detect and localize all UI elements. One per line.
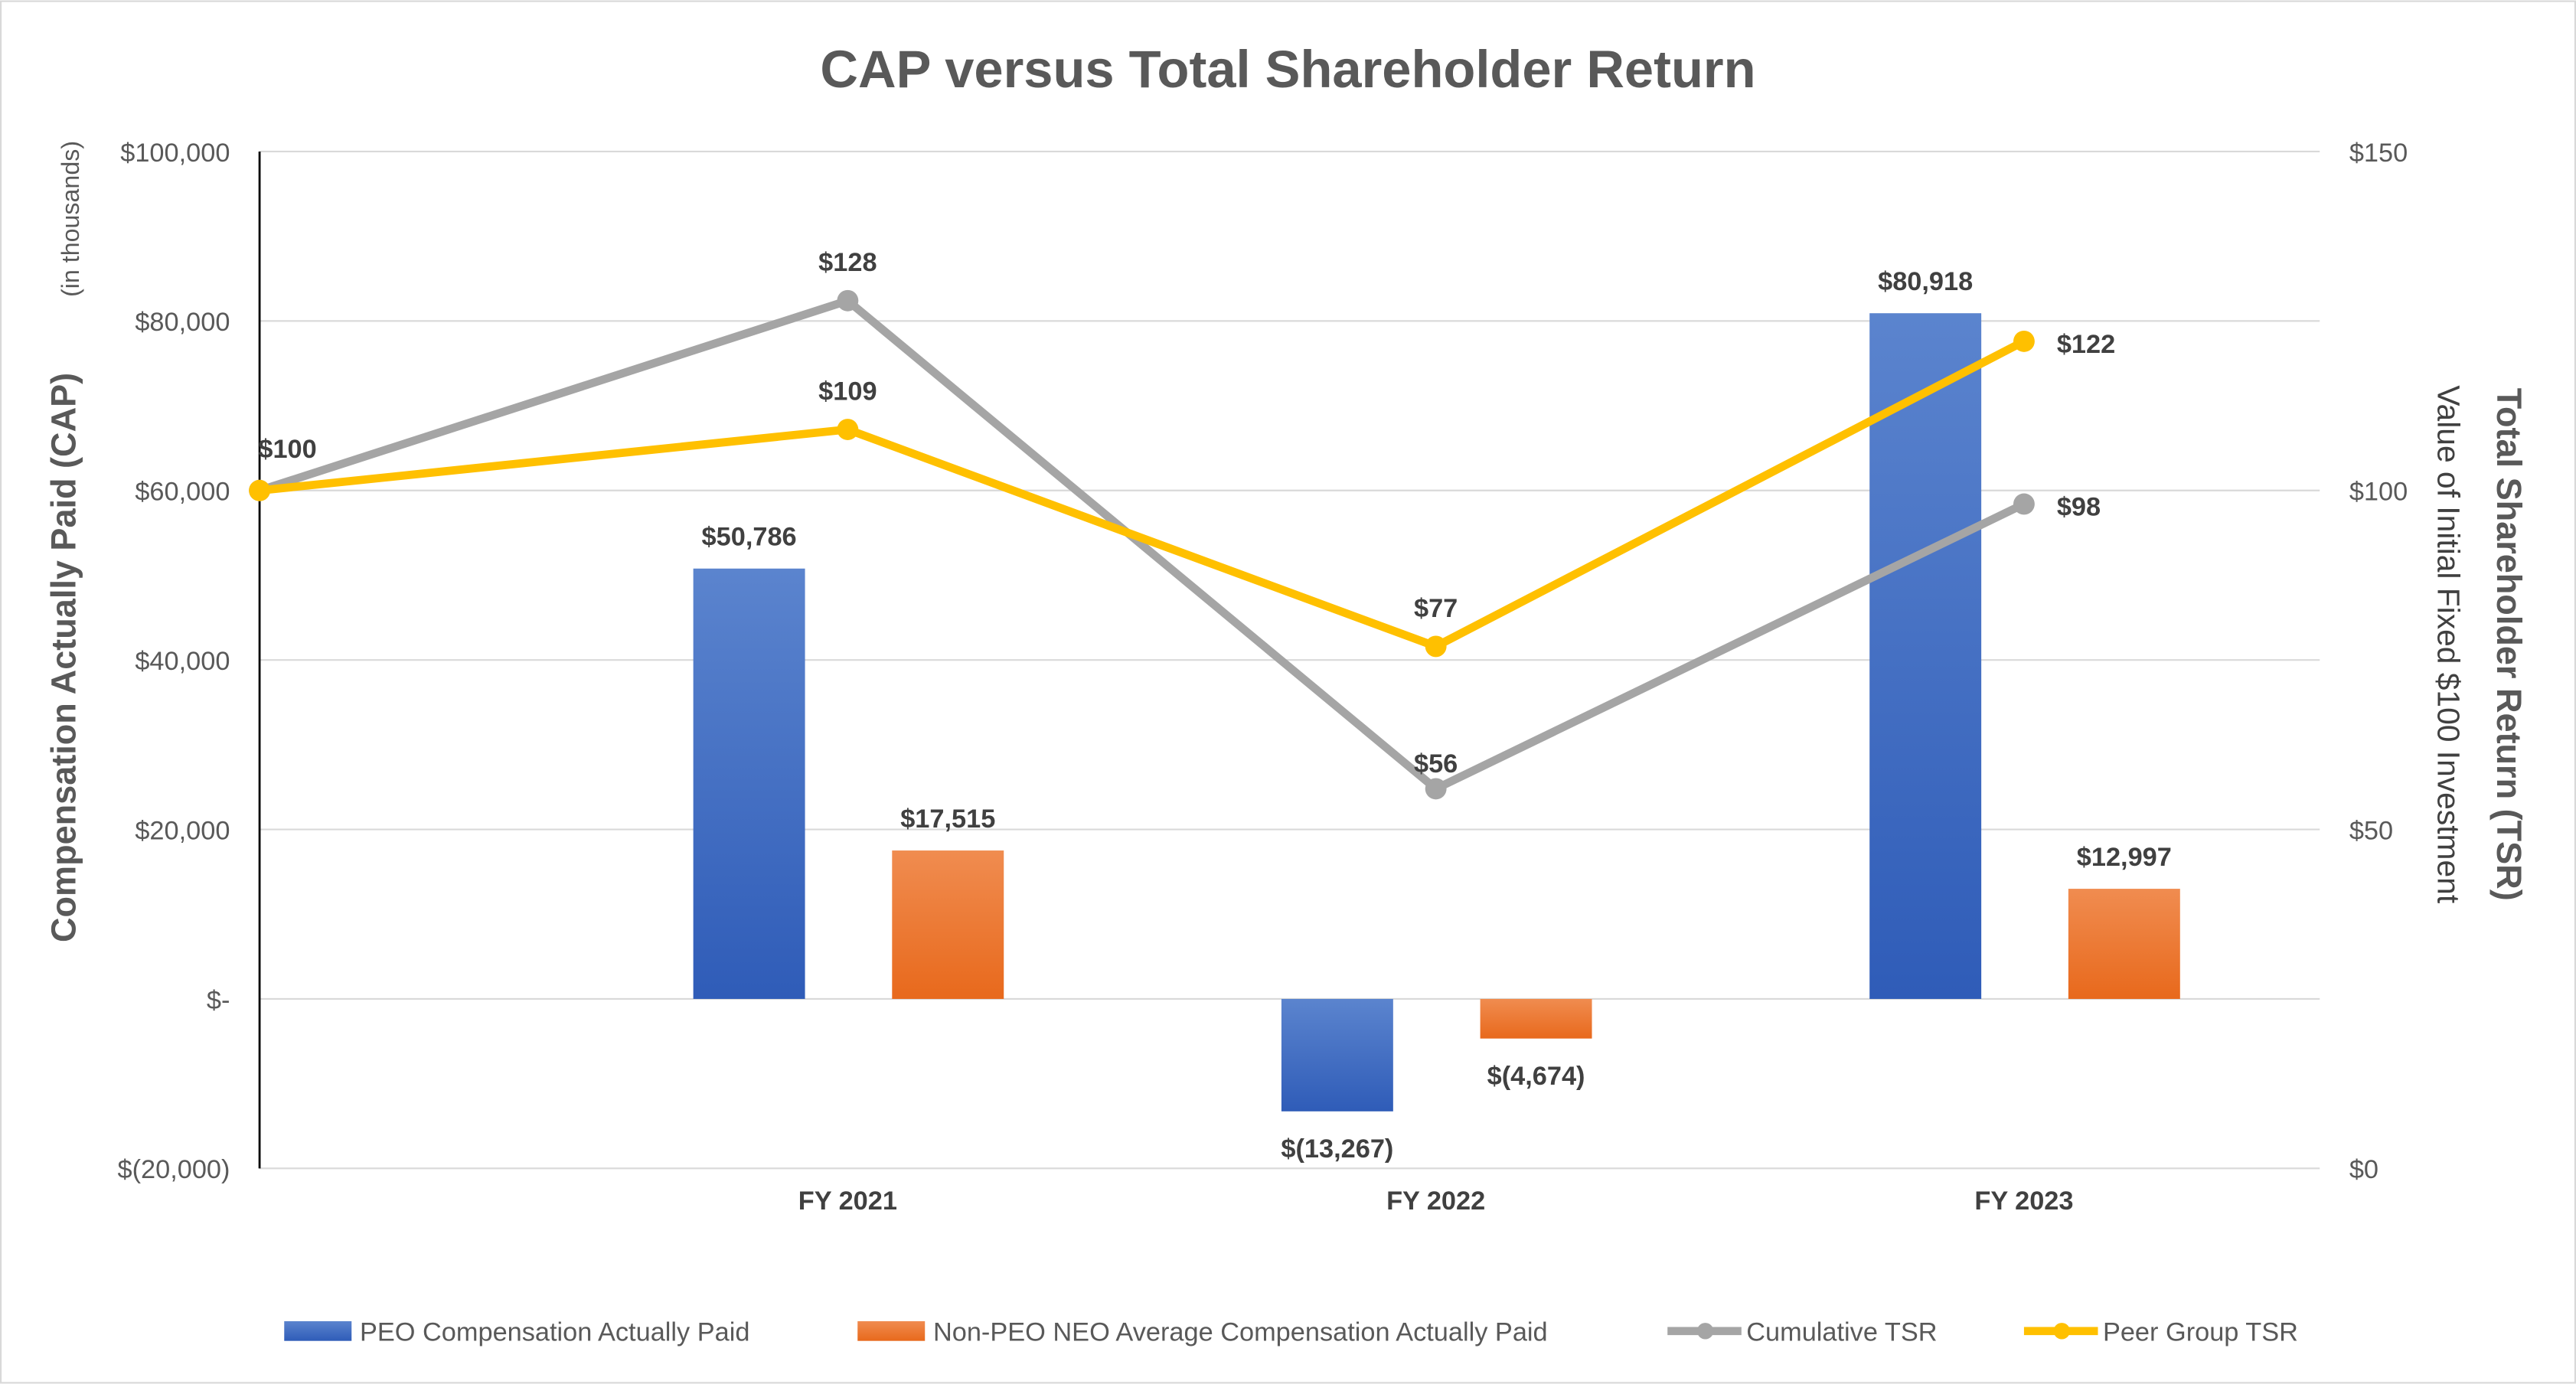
tsr-data-label: $122 xyxy=(2057,330,2115,359)
legend-label[interactable]: Peer Group TSR xyxy=(2103,1318,2298,1347)
x-tick-label: FY 2021 xyxy=(798,1187,897,1216)
chart-title: CAP versus Total Shareholder Return xyxy=(820,40,1755,99)
legend-marker xyxy=(1696,1323,1714,1340)
y-tick-label: $40,000 xyxy=(135,647,230,676)
y2-tick-label: $100 xyxy=(2349,478,2408,507)
y-tick-label: $- xyxy=(207,986,230,1015)
y-axis-note: (in thousands) xyxy=(57,141,84,297)
legend-marker xyxy=(2053,1323,2071,1340)
y2-axis-sublabel: Value of Initial Fixed $100 Investment xyxy=(2431,385,2467,903)
y-tick-label: $20,000 xyxy=(135,816,230,845)
y2-tick-label: $50 xyxy=(2349,816,2393,845)
peo-cap-bar xyxy=(693,568,805,999)
bar-data-label: $50,786 xyxy=(702,523,797,552)
tsr-point xyxy=(249,479,271,501)
x-tick-label: FY 2023 xyxy=(1974,1187,2073,1216)
tsr-data-label: $98 xyxy=(2057,492,2101,521)
peo-cap-bar xyxy=(1281,998,1393,1111)
peer-tsr-line xyxy=(259,338,2026,651)
legend-swatch xyxy=(857,1320,926,1341)
tsr-point xyxy=(837,419,859,440)
tsr-point xyxy=(2013,493,2035,515)
y-tick-label: $60,000 xyxy=(135,478,230,507)
neo-cap-bar xyxy=(892,850,1004,999)
tsr-point xyxy=(1425,635,1447,658)
y-axis-label: Compensation Actually Paid (CAP) xyxy=(44,373,83,942)
tsr-data-label: $128 xyxy=(818,248,877,277)
y2-tick-label: $150 xyxy=(2349,139,2408,168)
legend-label[interactable]: PEO Compensation Actually Paid xyxy=(360,1318,749,1347)
cumulative-tsr-line xyxy=(258,296,2026,793)
legend-label[interactable]: Cumulative TSR xyxy=(1746,1318,1937,1347)
y2-axis-label: Total Shareholder Return (TSR) xyxy=(2489,388,2529,901)
y2-tick-label: $0 xyxy=(2349,1155,2378,1184)
neo-cap-bar xyxy=(2068,889,2180,999)
bar-data-label: $(13,267) xyxy=(1281,1134,1393,1164)
tsr-data-label: $56 xyxy=(1414,749,1458,778)
bar-data-label: $(4,674) xyxy=(1487,1062,1585,1091)
tsr-data-label: $77 xyxy=(1414,594,1458,623)
x-tick-label: FY 2022 xyxy=(1386,1187,1485,1216)
bar-data-label: $12,997 xyxy=(2077,843,2172,872)
peo-cap-bar xyxy=(1869,313,1982,999)
legend-swatch xyxy=(284,1320,352,1341)
y-tick-label: $100,000 xyxy=(120,139,230,168)
neo-cap-bar xyxy=(1480,998,1592,1039)
y-tick-label: $(20,000) xyxy=(117,1155,230,1184)
tsr-data-label: $100 xyxy=(258,435,316,464)
tsr-point xyxy=(2013,330,2035,352)
legend-label[interactable]: Non-PEO NEO Average Compensation Actuall… xyxy=(933,1318,1548,1347)
tsr-point xyxy=(1425,778,1447,800)
y-tick-label: $80,000 xyxy=(135,308,230,337)
tsr-data-label: $109 xyxy=(818,377,877,406)
tsr-point xyxy=(837,289,859,312)
bar-data-label: $17,515 xyxy=(900,805,995,834)
bar-data-label: $80,918 xyxy=(1878,267,1973,296)
